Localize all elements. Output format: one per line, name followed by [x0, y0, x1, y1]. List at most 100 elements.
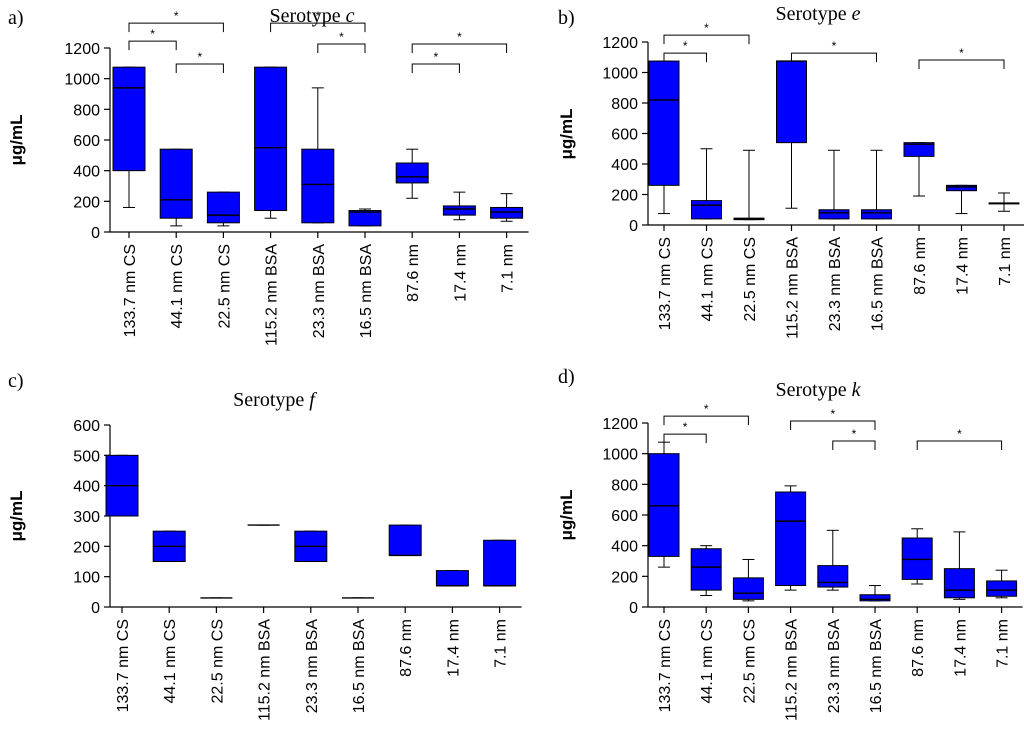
bracket-line: [663, 52, 707, 63]
box-8: [442, 191, 476, 221]
y-tick-label: 200: [611, 188, 638, 205]
box-8: [435, 570, 469, 587]
box-3: [732, 558, 764, 602]
x-tick-label: 22.5 nm CS: [216, 244, 233, 328]
significance-bracket: *: [663, 420, 707, 444]
x-tick-label: 87.6 nm: [912, 237, 929, 295]
significance-star: *: [704, 21, 709, 35]
x-tick-label: 22.5 nm CS: [742, 237, 759, 321]
box-body: [112, 66, 146, 172]
box-body: [859, 594, 891, 602]
x-tick-label: 87.6 nm: [398, 619, 415, 677]
box-3: [733, 149, 765, 221]
x-tick-label: 115.2 nm BSA: [264, 244, 281, 346]
box-body: [943, 568, 975, 599]
chart-title: Serotype e: [776, 3, 861, 25]
box-2: [159, 148, 193, 227]
y-tick-label: 200: [611, 569, 638, 586]
x-tick-label: 16.5 nm BSA: [870, 237, 887, 332]
significance-star: *: [830, 407, 835, 421]
box-body: [206, 191, 240, 224]
x-tick-label: 87.6 nm: [405, 244, 422, 302]
box-body: [775, 491, 807, 587]
box-2: [690, 545, 722, 596]
y-axis-label: μg/mL: [557, 489, 576, 540]
x-tick-label: 17.4 nm: [955, 237, 972, 295]
significance-bracket: *: [411, 30, 508, 53]
significance-star: *: [150, 27, 155, 41]
x-tick-label: 7.1 nm: [493, 619, 510, 668]
chart-panel-4: d) Serotype k μg/mL 0 200 400 600 800 1000 1200 13…: [557, 366, 1023, 721]
y-tick-label: 1200: [602, 416, 638, 433]
significance-bracket: *: [918, 46, 1005, 69]
y-tick-label: 800: [611, 96, 638, 113]
box-body: [483, 539, 517, 587]
chart-title-serotype: f: [309, 389, 317, 411]
y-tick-label: 600: [73, 418, 100, 435]
significance-bracket: *: [916, 427, 1003, 450]
chart-title-text: Serotype: [233, 389, 309, 411]
box-2: [691, 148, 722, 220]
significance-bracket: *: [175, 50, 224, 73]
box-body: [986, 580, 1018, 597]
box-4: [254, 66, 288, 219]
x-tick-label: 7.1 nm: [500, 244, 517, 293]
box-9: [988, 192, 1020, 212]
x-tick-label: 133.7 nm CS: [122, 244, 139, 337]
box-body: [690, 548, 722, 591]
box-body: [776, 60, 807, 144]
panel-letter: b): [558, 7, 575, 29]
box-body: [159, 148, 193, 219]
chart-title-serotype: e: [852, 3, 861, 25]
box-body: [691, 200, 722, 220]
x-tick-label: 133.7 nm CS: [657, 237, 674, 330]
x-tick-label: 133.7 nm CS: [657, 619, 674, 712]
x-tick-label: 87.6 nm: [910, 619, 927, 677]
x-tick-label: 115.2 nm BSA: [257, 619, 274, 721]
significance-bracket: *: [411, 50, 460, 73]
significance-bracket: *: [791, 39, 877, 63]
bracket-line: [175, 63, 224, 73]
significance-star: *: [959, 46, 964, 60]
y-tick-label: 1200: [602, 35, 638, 52]
significance-bracket: *: [128, 27, 177, 51]
chart-title-text: Serotype: [776, 3, 852, 25]
box-7: [388, 524, 422, 557]
box-body: [435, 570, 469, 587]
box-body: [388, 524, 422, 556]
box-6: [861, 149, 892, 220]
significance-star: *: [832, 39, 837, 53]
box-4: [775, 485, 807, 591]
box-5: [301, 87, 335, 224]
box-7: [901, 528, 933, 585]
box-body: [817, 565, 849, 588]
x-tick-label: 16.5 nm BSA: [358, 244, 375, 339]
significance-star: *: [683, 39, 688, 53]
box-7: [903, 142, 935, 197]
box-8: [946, 184, 977, 215]
significance-star: *: [433, 50, 438, 64]
significance-star: *: [197, 50, 202, 64]
box-body: [818, 209, 850, 220]
y-tick-label: 0: [629, 600, 638, 617]
significance-star: *: [852, 427, 857, 441]
bracket-line: [832, 440, 876, 450]
x-tick-label: 115.2 nm BSA: [784, 619, 801, 721]
x-tick-label: 7.1 nm: [997, 237, 1014, 286]
x-tick-label: 17.4 nm: [952, 619, 969, 677]
x-tick-label: 17.4 nm: [445, 619, 462, 677]
significance-bracket: *: [128, 9, 224, 33]
x-tick-label: 17.4 nm: [452, 244, 469, 302]
x-tick-label: 16.5 nm BSA: [351, 619, 368, 714]
y-tick-label: 800: [73, 102, 100, 119]
bracket-line: [916, 440, 1003, 450]
panel-letter: a): [8, 7, 24, 29]
chart-panel-2: b) Serotype e μg/mL 0 200 400 600 800 1000 1200 13…: [557, 3, 1024, 339]
chart-title: Serotype c: [270, 5, 355, 27]
y-tick-label: 600: [611, 127, 638, 144]
significance-bracket: *: [270, 9, 366, 33]
y-tick-label: 600: [73, 133, 100, 150]
significance-star: *: [339, 30, 344, 44]
box-5: [818, 149, 850, 220]
